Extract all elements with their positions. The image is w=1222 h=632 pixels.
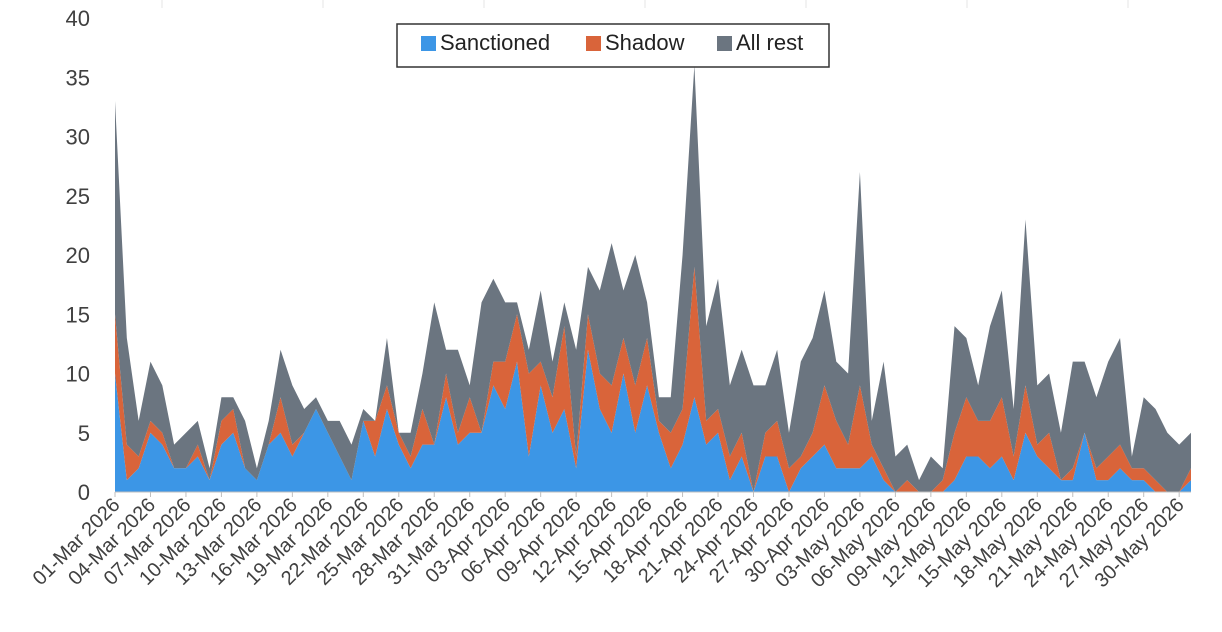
legend-swatch-all-rest [717, 36, 732, 51]
y-tick-label-10: 10 [66, 362, 90, 387]
vertical-gridlines [161, 0, 1129, 8]
y-tick-label-5: 5 [78, 421, 90, 446]
legend-label-shadow: Shadow [605, 30, 685, 55]
legend: Sanctioned Shadow All rest [396, 23, 830, 68]
y-axis-ticks: 0 5 10 15 20 25 30 35 40 [66, 6, 90, 505]
legend-swatch-sanctioned [421, 36, 436, 51]
y-tick-label-20: 20 [66, 243, 90, 268]
legend-swatch-shadow [586, 36, 601, 51]
y-tick-label-15: 15 [66, 302, 90, 327]
y-tick-label-40: 40 [66, 6, 90, 31]
y-tick-label-0: 0 [78, 480, 90, 505]
area-series-all-rest [115, 65, 1191, 493]
y-tick-label-30: 30 [66, 125, 90, 150]
y-tick-label-25: 25 [66, 184, 90, 209]
legend-label-all-rest: All rest [736, 30, 803, 55]
legend-label-sanctioned: Sanctioned [440, 30, 550, 55]
area-series-group [115, 65, 1191, 493]
area-series-sanctioned [115, 349, 1191, 492]
legend-box [396, 23, 830, 68]
y-tick-label-35: 35 [66, 65, 90, 90]
